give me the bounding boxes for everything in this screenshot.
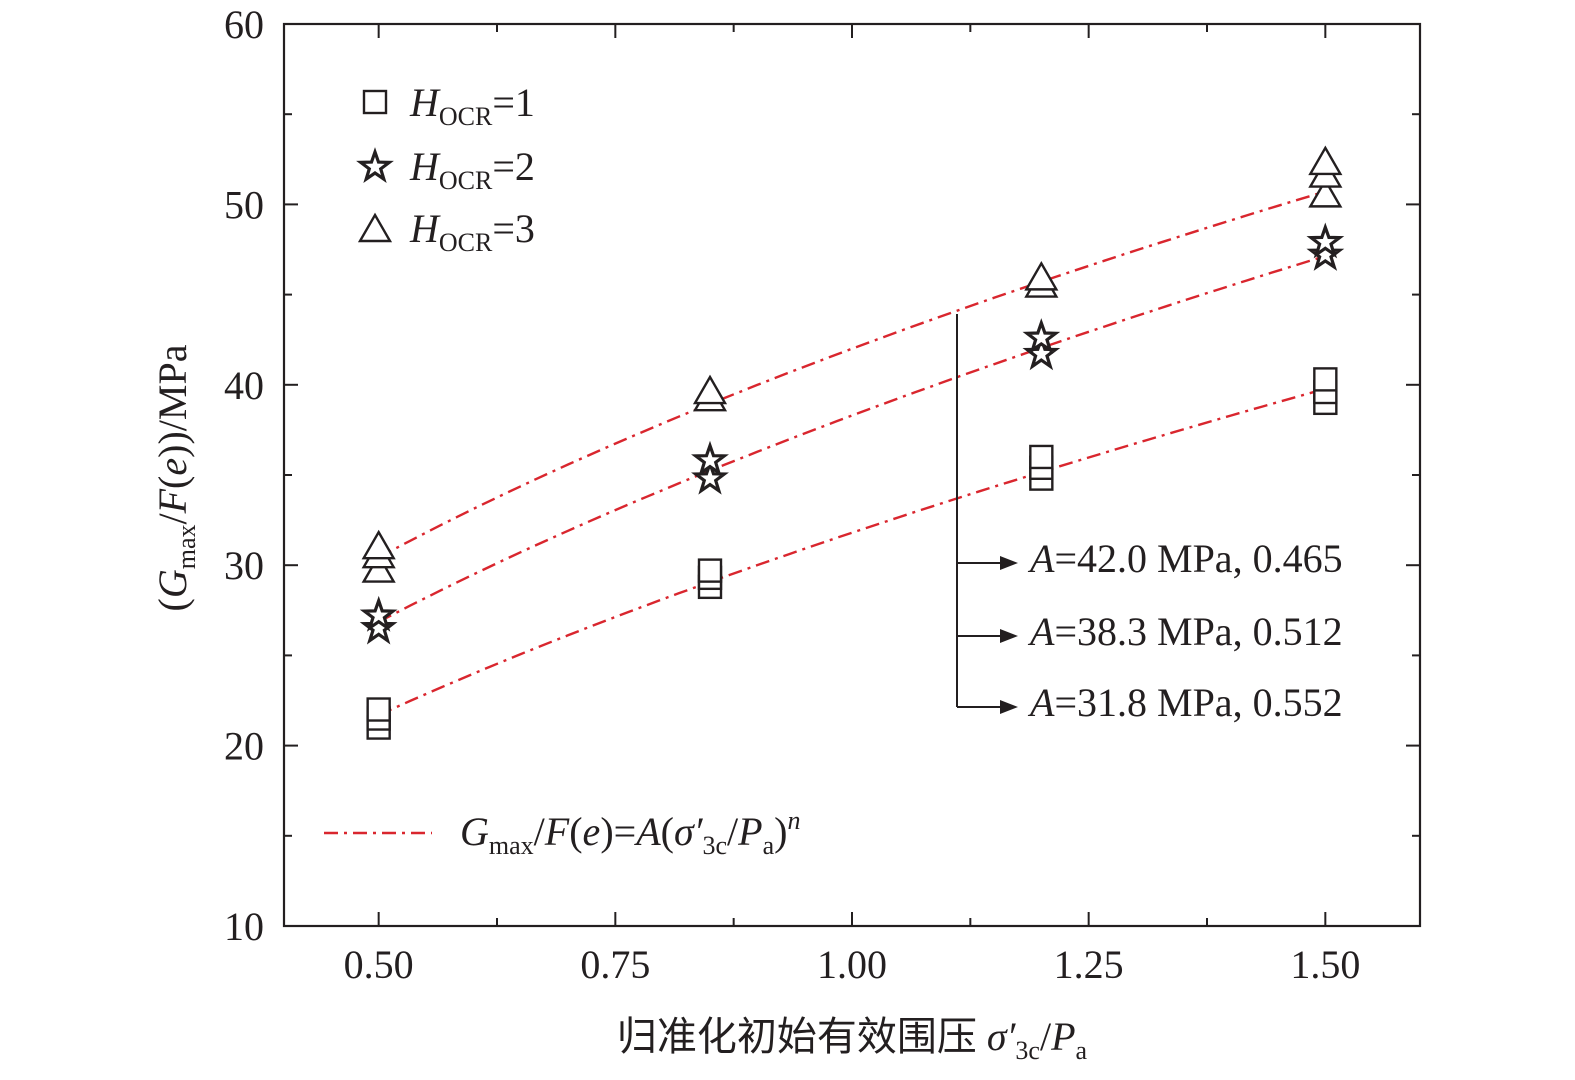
fit-param-label-2: A=38.3 MPa, 0.512	[1027, 609, 1343, 654]
triangle-marker	[692, 374, 728, 405]
y-tick-label: 50	[224, 182, 264, 227]
x-tick-label: 1.25	[1054, 942, 1124, 987]
y-tick-label: 30	[224, 543, 264, 588]
x-tick-label: 0.50	[344, 942, 414, 987]
data-markers	[359, 145, 1345, 740]
fit-param-label-3: A=31.8 MPa, 0.552	[1027, 680, 1343, 725]
legend-square-marker	[362, 89, 388, 115]
x-tick-label: 1.00	[817, 942, 887, 987]
legend-label-hocr-2: HOCR=2	[409, 144, 535, 195]
fit-param-label-1: A=42.0 MPa, 0.465	[1027, 536, 1343, 581]
star-marker	[359, 608, 398, 645]
x-tick-label: 0.75	[580, 942, 650, 987]
y-axis-title: (Gmax/F(e))/MPa	[150, 344, 201, 611]
legend-label-hocr-1: HOCR=1	[409, 80, 535, 131]
y-tick-label: 40	[224, 363, 264, 408]
legend-square-icon	[362, 89, 388, 115]
star-marker	[1022, 334, 1061, 371]
arrowhead-icon	[1000, 700, 1018, 714]
arrowhead-icon	[1000, 629, 1018, 643]
legend-triangle-icon	[357, 212, 393, 243]
legend-star-icon	[356, 147, 394, 184]
star-marker	[1306, 235, 1345, 271]
fit-curve-2	[378, 254, 1326, 623]
y-tick-label: 10	[224, 904, 264, 949]
triangle-marker	[1308, 177, 1343, 208]
y-tick-label: 60	[224, 2, 264, 47]
star-marker	[1022, 318, 1061, 354]
series-legend: HOCR=1 HOCR=2 HOCR=3	[356, 80, 535, 257]
plot-frame	[282, 22, 1422, 928]
fit-curve-1	[378, 190, 1326, 559]
triangle-marker	[361, 553, 396, 583]
square-marker	[1029, 444, 1054, 470]
triangle-marker	[1024, 260, 1059, 291]
square-marker	[697, 558, 723, 583]
square-marker	[366, 697, 391, 722]
fit-annotation: A=42.0 MPa, 0.465 A=38.3 MPa, 0.512 A=31…	[956, 314, 1343, 725]
star-marker	[1306, 222, 1345, 259]
y-tick-label: 20	[224, 724, 264, 769]
tick-labels: 0.50 0.75 1.00 1.25 1.50 10 20 30 40 50 60	[224, 2, 1360, 987]
x-tick-label: 1.50	[1290, 942, 1360, 987]
triangle-marker	[361, 529, 396, 560]
star-marker	[691, 440, 729, 477]
triangle-marker	[1308, 145, 1343, 176]
fit-legend-equation: Gmax/F(e)=A(σ′3c/Pa)n	[460, 806, 800, 860]
square-marker	[1313, 367, 1338, 392]
fit-legend: Gmax/F(e)=A(σ′3c/Pa)n	[324, 806, 800, 860]
legend-triangle-marker	[357, 212, 393, 243]
star-marker	[359, 595, 398, 632]
x-axis-title: 归准化初始有效围压 σ′3c/Pa	[617, 1014, 1088, 1065]
legend-label-hocr-3: HOCR=3	[409, 206, 535, 257]
axis-ticks	[284, 23, 1420, 927]
fit-lines	[378, 190, 1326, 717]
arrowhead-icon	[1000, 556, 1018, 570]
legend-star-marker	[356, 147, 394, 184]
